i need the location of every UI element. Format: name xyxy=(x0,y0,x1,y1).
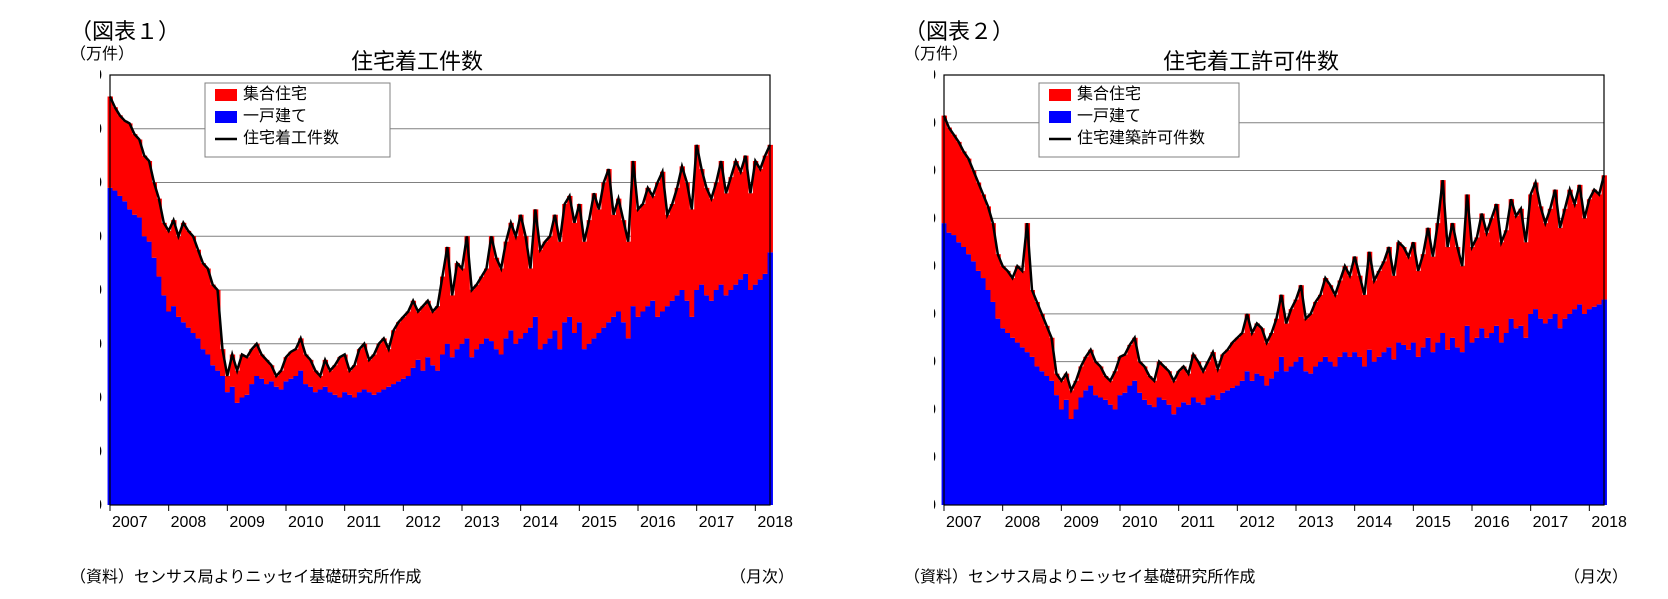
svg-text:20: 20 xyxy=(100,443,102,460)
svg-text:0: 0 xyxy=(934,497,936,514)
svg-text:80: 80 xyxy=(100,282,102,299)
svg-text:140: 140 xyxy=(934,163,936,180)
svg-text:2011: 2011 xyxy=(1181,514,1216,531)
panel-chart2: （図表２） （万件） 住宅着工許可件数 02040608010012014016… xyxy=(834,0,1668,599)
svg-text:2016: 2016 xyxy=(640,514,676,531)
svg-text:2015: 2015 xyxy=(1415,514,1451,531)
svg-text:2013: 2013 xyxy=(1298,514,1334,531)
svg-text:2013: 2013 xyxy=(464,514,500,531)
svg-text:2018: 2018 xyxy=(757,514,793,531)
svg-text:2010: 2010 xyxy=(288,514,324,531)
svg-text:2011: 2011 xyxy=(347,514,382,531)
svg-text:2016: 2016 xyxy=(1474,514,1510,531)
svg-text:120: 120 xyxy=(934,210,936,227)
svg-text:住宅建築許可件数: 住宅建築許可件数 xyxy=(1077,129,1205,147)
svg-text:2008: 2008 xyxy=(1005,514,1041,531)
svg-text:2017: 2017 xyxy=(1533,514,1569,531)
svg-text:住宅着工件数: 住宅着工件数 xyxy=(243,129,339,147)
svg-text:2009: 2009 xyxy=(229,514,265,531)
svg-text:160: 160 xyxy=(934,115,936,132)
svg-text:60: 60 xyxy=(100,336,102,353)
svg-text:20: 20 xyxy=(934,449,936,466)
svg-text:2007: 2007 xyxy=(112,514,148,531)
svg-text:2018: 2018 xyxy=(1591,514,1627,531)
x-unit-label-2: （月次） xyxy=(1564,563,1628,587)
svg-text:一戸建て: 一戸建て xyxy=(1077,107,1141,125)
panel-chart1: （図表１） （万件） 住宅着工件数 0204060801001201401602… xyxy=(0,0,834,599)
svg-text:2014: 2014 xyxy=(523,514,559,531)
svg-text:180: 180 xyxy=(934,70,936,84)
svg-text:40: 40 xyxy=(100,390,102,407)
svg-text:2008: 2008 xyxy=(171,514,207,531)
svg-text:2007: 2007 xyxy=(946,514,982,531)
svg-text:2017: 2017 xyxy=(699,514,735,531)
svg-text:40: 40 xyxy=(934,401,936,418)
svg-text:100: 100 xyxy=(934,258,936,275)
svg-text:集合住宅: 集合住宅 xyxy=(243,85,307,103)
svg-text:2014: 2014 xyxy=(1357,514,1393,531)
svg-text:集合住宅: 集合住宅 xyxy=(1077,85,1141,103)
svg-text:0: 0 xyxy=(100,497,102,514)
svg-text:2009: 2009 xyxy=(1063,514,1099,531)
svg-text:160: 160 xyxy=(100,70,102,84)
svg-text:120: 120 xyxy=(100,175,102,192)
svg-text:140: 140 xyxy=(100,121,102,138)
plot-2: 0 20 40 60 80 100 120 140 160 180 2007 2008 2009 2010… xyxy=(934,70,1654,555)
chart-svg-2: 0 20 40 60 80 100 120 140 160 180 2007 2008 2009 2010… xyxy=(934,70,1654,550)
page: （図表１） （万件） 住宅着工件数 0204060801001201401602… xyxy=(0,0,1668,599)
svg-text:2010: 2010 xyxy=(1122,514,1158,531)
plot-1: 0 20 40 60 80 100 120 140 160 2007 2008 2009 2010 201… xyxy=(100,70,820,555)
svg-text:2015: 2015 xyxy=(581,514,617,531)
x-unit-label-1: （月次） xyxy=(730,563,794,587)
svg-text:60: 60 xyxy=(934,354,936,371)
chart-svg-1: 0 20 40 60 80 100 120 140 160 2007 2008 2009 2010 201… xyxy=(100,70,820,550)
svg-text:100: 100 xyxy=(100,228,102,245)
svg-text:80: 80 xyxy=(934,306,936,323)
svg-text:2012: 2012 xyxy=(1239,514,1275,531)
svg-text:一戸建て: 一戸建て xyxy=(243,107,307,125)
source-2: （資料）センサス局よりニッセイ基礎研究所作成 xyxy=(904,563,1255,587)
source-1: （資料）センサス局よりニッセイ基礎研究所作成 xyxy=(70,563,421,587)
svg-text:2012: 2012 xyxy=(405,514,441,531)
